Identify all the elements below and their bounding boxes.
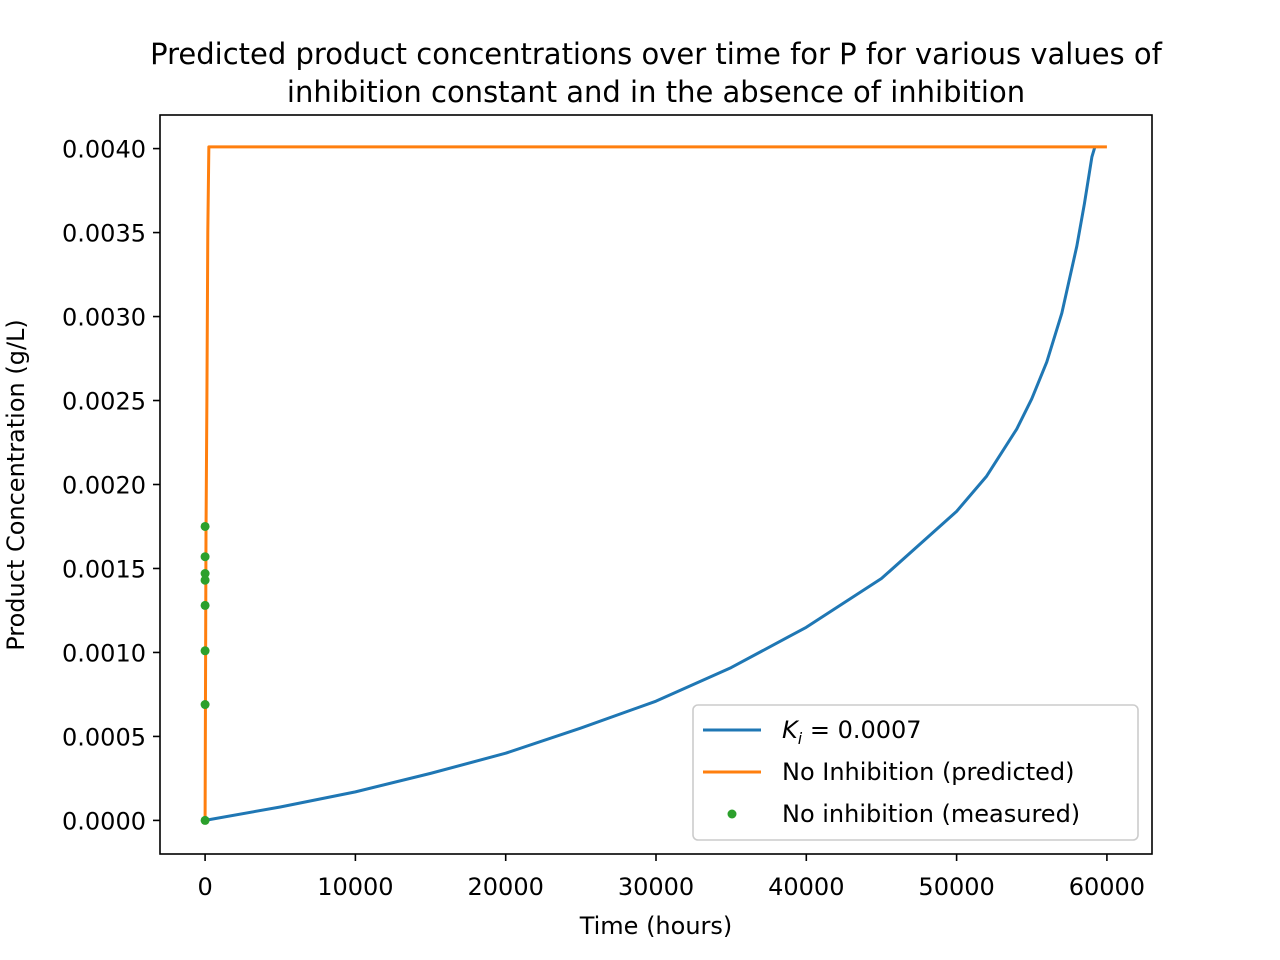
y-tick-label: 0.0010 bbox=[62, 639, 146, 667]
legend-label-ki-symbol: K bbox=[782, 716, 800, 744]
data-point-no-inhibition-measured bbox=[200, 700, 210, 710]
data-point-no-inhibition-measured bbox=[200, 521, 210, 531]
y-tick-label: 0.0005 bbox=[62, 723, 146, 751]
legend-label-ki-subscript: i bbox=[798, 729, 803, 748]
y-tick-label: 0.0025 bbox=[62, 388, 146, 416]
data-point-no-inhibition-measured bbox=[200, 552, 210, 562]
y-tick-label: 0.0020 bbox=[62, 472, 146, 500]
legend-label-ki: Ki = 0.0007 bbox=[782, 716, 922, 748]
chart-title-line-2: inhibition constant and in the absence o… bbox=[287, 75, 1025, 109]
axis-ticks: 0 10000 20000 30000 40000 50000 60000 0.0000 0.0… bbox=[62, 136, 1145, 901]
y-axis-label: Product Concentration (g/L) bbox=[2, 319, 30, 651]
data-point-no-inhibition-measured bbox=[200, 646, 210, 656]
legend-swatch-no-inhibition-measured bbox=[727, 809, 737, 819]
y-tick-label: 0.0035 bbox=[62, 220, 146, 248]
x-tick-label: 40000 bbox=[768, 873, 844, 901]
legend-label-no-inhibition-predicted: No Inhibition (predicted) bbox=[782, 758, 1075, 786]
x-tick-label: 60000 bbox=[1069, 873, 1145, 901]
axes-frame bbox=[159, 114, 1153, 855]
chart-title-line-1: Predicted product concentrations over ti… bbox=[150, 37, 1162, 71]
x-tick-label: 20000 bbox=[468, 873, 544, 901]
y-tick-label: 0.0000 bbox=[62, 807, 146, 835]
data-point-no-inhibition-measured bbox=[200, 569, 210, 579]
legend-box bbox=[692, 704, 1139, 841]
legend-label-no-inhibition-measured: No inhibition (measured) bbox=[782, 800, 1080, 828]
x-tick-label: 0 bbox=[197, 873, 212, 901]
x-tick-label: 50000 bbox=[918, 873, 994, 901]
data-point-no-inhibition-measured bbox=[200, 575, 210, 585]
series-line-k-i-0-0007 bbox=[204, 146, 1097, 822]
legend-label-ki-value: = 0.0007 bbox=[802, 716, 921, 744]
data-point-no-inhibition-measured bbox=[200, 600, 210, 610]
y-tick-label: 0.0030 bbox=[62, 304, 146, 332]
legend: Ki = 0.0007 No Inhibition (predicted) No… bbox=[692, 704, 1139, 841]
y-tick-label: 0.0040 bbox=[62, 136, 146, 164]
y-tick-label: 0.0015 bbox=[62, 555, 146, 583]
x-axis-label: Time (hours) bbox=[579, 912, 733, 940]
x-tick-label: 30000 bbox=[618, 873, 694, 901]
x-tick-label: 10000 bbox=[317, 873, 393, 901]
plot-area bbox=[200, 145, 1107, 825]
data-point-no-inhibition-measured bbox=[200, 815, 210, 825]
